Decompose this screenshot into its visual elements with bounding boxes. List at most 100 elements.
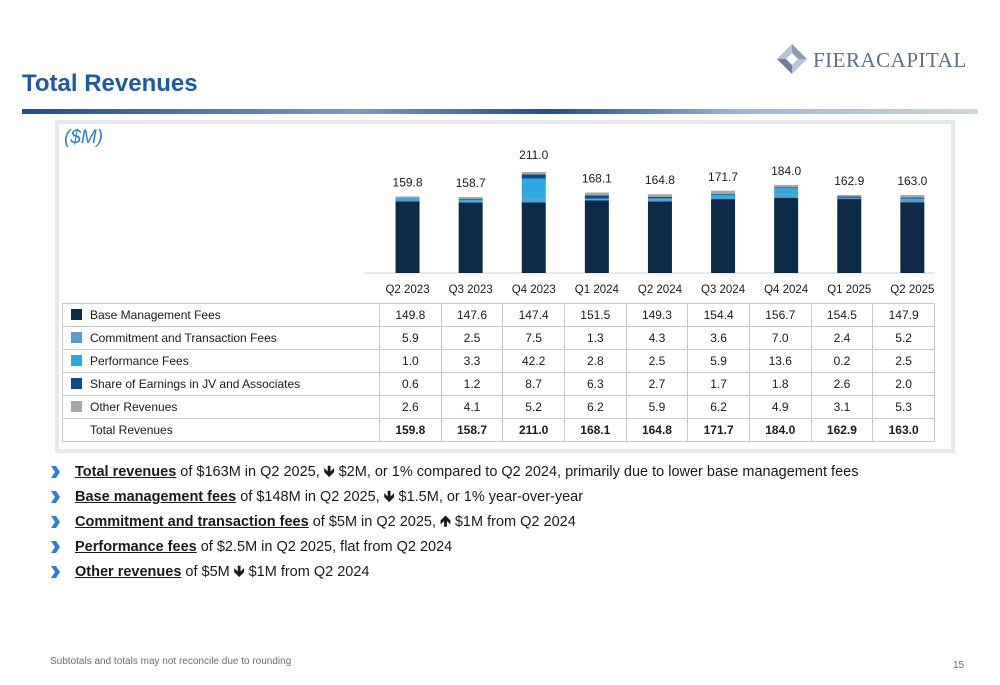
table-cell: 3.1 (810, 395, 874, 419)
x-tick-label: Q4 2023 (512, 284, 556, 296)
bullet-item: Total revenues of $163M in Q2 2025, 🡻 $2… (50, 462, 858, 487)
table-cell: 147.4 (502, 303, 565, 327)
x-tick-label: Q3 2023 (449, 284, 493, 296)
x-tick-label: Q2 2023 (385, 284, 429, 296)
table-cell: 5.9 (687, 349, 750, 373)
commentary-list: Total revenues of $163M in Q2 2025, 🡻 $2… (50, 462, 858, 587)
total-data-label: 184.0 (771, 164, 801, 178)
table-cell: 1.7 (687, 372, 750, 396)
bullet-item: Other revenues of $5M 🡻 $1M from Q2 2024 (50, 562, 858, 587)
table-cell: 2.6 (810, 372, 874, 396)
table-cell: 1.8 (748, 372, 812, 396)
table-cell: 147.9 (872, 303, 935, 327)
diamond-logo-icon (777, 44, 807, 74)
series-legend-cell: Share of Earnings in JV and Associates (62, 372, 380, 396)
series-name: Share of Earnings in JV and Associates (90, 377, 301, 391)
table-cell: 1.2 (440, 372, 504, 396)
total-cell: 158.7 (440, 418, 504, 442)
bar-segment (774, 188, 799, 195)
chevron-right-icon (51, 491, 60, 503)
bar-segment (647, 194, 672, 197)
table-cell: 2.6 (379, 395, 442, 419)
table-cell: 2.5 (872, 349, 935, 373)
total-row: Total Revenues 159.8 158.7 211.0 168.1 164.8 1… (62, 418, 935, 442)
bar-segment (774, 187, 799, 189)
bar-segment (584, 195, 609, 199)
chevron-right-icon (51, 541, 60, 553)
table-cell: 5.9 (379, 326, 442, 350)
table-cell: 8.7 (502, 372, 565, 396)
table-row: Other Revenues 2.6 4.1 5.2 6.2 5.9 6.2 4.9 3.1 5.… (62, 395, 935, 419)
bar-segment (711, 197, 736, 200)
bar-segment (900, 197, 925, 199)
table-cell: 6.2 (687, 395, 750, 419)
table-cell: 4.9 (748, 395, 812, 419)
total-cell: 159.8 (379, 418, 442, 442)
table-row: Commitment and Transaction Fees 5.9 2.5 7.5… (62, 326, 935, 350)
table-row: Share of Earnings in JV and Associates 0.… (62, 372, 935, 396)
company-logo: FIERACAPITAL (775, 42, 966, 76)
series-name: Performance Fees (90, 354, 189, 368)
bar-segment (837, 196, 862, 198)
arrow-down-icon: 🡻 (323, 463, 335, 480)
arrow-down-icon: 🡻 (383, 488, 395, 505)
table-cell: 2.5 (625, 349, 689, 373)
total-data-label: 162.9 (834, 174, 864, 188)
table-row: Base Management Fees 149.8 147.6 147.4 151.5… (62, 303, 935, 327)
chevron-right-icon (51, 566, 60, 578)
bar-segment (521, 202, 546, 273)
logo-text: FIERACAPITAL (813, 48, 967, 72)
total-data-label: 158.7 (456, 176, 486, 190)
table-cell: 13.6 (748, 349, 812, 373)
table-cell: 156.7 (748, 303, 812, 327)
bar-segment (837, 197, 862, 200)
chevron-right-icon (51, 466, 60, 478)
table-cell: 6.2 (563, 395, 627, 419)
x-tick-label: Q2 2025 (890, 284, 934, 296)
x-tick-label: Q1 2025 (827, 284, 871, 296)
bullet-text: of $148M in Q2 2025, (236, 489, 384, 505)
table-cell: 7.0 (748, 326, 812, 350)
stacked-bar-chart: 159.8 Q2 2023 158.7 Q3 2023 211.0 Q4 2023 168.… (365, 148, 935, 296)
bullet-lead: Total revenues (75, 464, 177, 480)
legend-swatch (71, 401, 82, 412)
table-cell: 0.6 (379, 372, 442, 396)
table-cell: 2.4 (810, 326, 874, 350)
bar-segment (458, 202, 483, 273)
bar-segment (458, 197, 483, 199)
decorative-divider (22, 109, 978, 114)
table-cell: 4.1 (440, 395, 504, 419)
series-name: Base Management Fees (90, 308, 221, 322)
bullet-lead: Base management fees (75, 489, 237, 505)
x-tick-label: Q3 2024 (701, 284, 746, 296)
bullet-text: $1.5M, or 1% year-over-year (394, 489, 584, 505)
bullet-item: Commitment and transaction fees of $5M i… (50, 512, 858, 537)
bar-segment (647, 198, 672, 200)
total-data-label: 168.1 (582, 172, 612, 186)
total-data-label: 163.0 (897, 174, 927, 188)
total-cell: 171.7 (687, 418, 750, 442)
bar-segment (395, 198, 420, 202)
bar-segment (458, 199, 483, 202)
bar-segment (458, 198, 483, 200)
total-cell: 162.9 (810, 418, 874, 442)
bar-segment (900, 199, 925, 203)
table-cell: 5.3 (872, 395, 935, 419)
series-legend-cell: Commitment and Transaction Fees (62, 326, 380, 350)
legend-swatch (71, 355, 82, 366)
table-cell: 7.5 (502, 326, 565, 350)
total-data-label: 171.7 (708, 170, 738, 184)
bar-segment (521, 174, 546, 179)
table-cell: 3.6 (687, 326, 750, 350)
page-title: Total Revenues (22, 70, 198, 97)
bar-segment (900, 195, 925, 198)
total-data-label: 164.8 (645, 173, 675, 187)
table-cell: 154.4 (687, 303, 750, 327)
table-cell: 2.0 (872, 372, 935, 396)
series-name: Other Revenues (90, 400, 178, 414)
bar-segment (584, 199, 609, 201)
table-cell: 6.3 (563, 372, 627, 396)
bar-segment (837, 199, 862, 273)
bar-segment (647, 199, 672, 202)
bar-segment (711, 194, 736, 198)
